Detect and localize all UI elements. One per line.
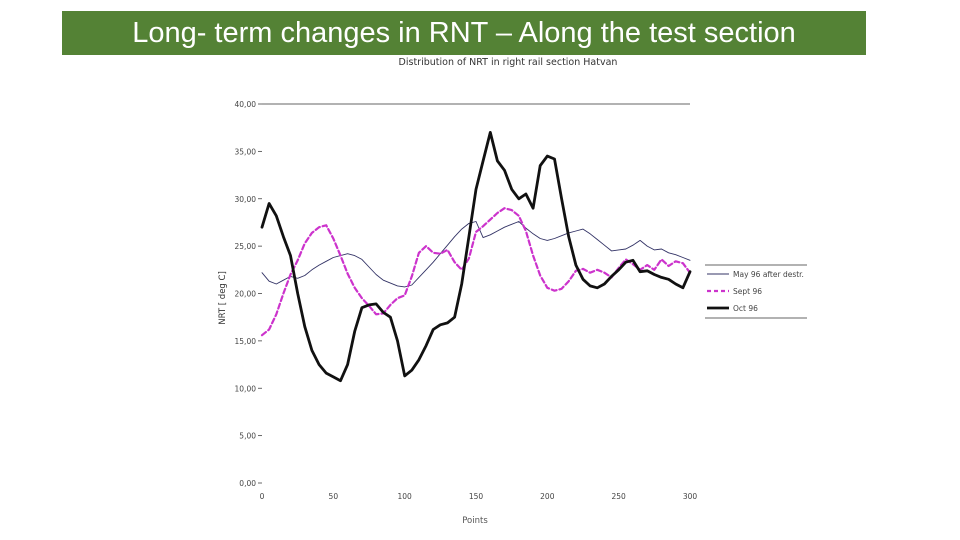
x-axis-label: Points [462, 516, 488, 526]
y-axis-label: NRT [ deg C] [218, 271, 228, 325]
chart-container: Distribution of NRT in right rail sectio… [212, 55, 812, 530]
y-tick-label: 25,00 [235, 242, 257, 251]
y-tick-label: 10,00 [235, 384, 257, 393]
x-tick-label: 150 [469, 492, 484, 501]
y-tick-label: 35,00 [235, 147, 257, 156]
legend-label: Oct 96 [733, 304, 758, 313]
axes-group: 0,00 5,00 10,00 15,00 20,00 25,00 30,00 35,00 40… [235, 100, 698, 501]
y-tick-label: 40,00 [235, 100, 257, 109]
y-tick-label: 5,00 [239, 432, 256, 441]
series-line-2 [260, 207, 692, 337]
y-tick-label: 0,00 [239, 479, 256, 488]
x-tick-label: 50 [329, 492, 339, 501]
chart-legend: May 96 after destr. Sept 96 Oct 96 [705, 264, 807, 319]
y-tick-label: 15,00 [235, 337, 257, 346]
x-tick-label: 0 [260, 492, 265, 501]
y-tick-label: 20,00 [235, 290, 257, 299]
series-line-3 [260, 131, 692, 383]
series-line-1 [261, 221, 691, 288]
legend-label: May 96 after destr. [733, 270, 804, 279]
x-tick-label: 100 [398, 492, 413, 501]
slide-title-banner: Long- term changes in RNT – Along the te… [62, 11, 866, 55]
x-tick-label: 250 [612, 492, 627, 501]
chart-title: Distribution of NRT in right rail sectio… [399, 57, 618, 68]
x-tick-label: 300 [683, 492, 698, 501]
slide-title: Long- term changes in RNT – Along the te… [132, 16, 796, 49]
nrt-line-chart: Distribution of NRT in right rail sectio… [218, 57, 807, 526]
legend-label: Sept 96 [733, 287, 762, 296]
series-group [260, 131, 692, 383]
x-tick-label: 200 [540, 492, 555, 501]
y-tick-label: 30,00 [235, 195, 257, 204]
